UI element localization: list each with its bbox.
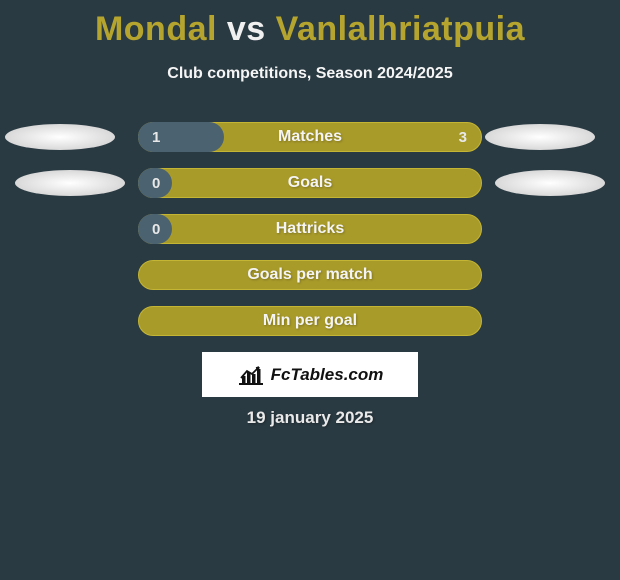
player1-bar: 0 xyxy=(138,214,172,244)
bar-wrap: Min per goal xyxy=(138,306,482,336)
player1-bar: 0 xyxy=(138,168,172,198)
bar-wrap: 31Matches xyxy=(138,122,482,152)
stat-row: Min per goal xyxy=(0,306,620,352)
comparison-title: Mondal vs Vanlalhriatpuia xyxy=(0,0,620,49)
stat-row: 0Goals xyxy=(0,168,620,214)
player1-avatar-placeholder xyxy=(15,170,125,196)
player2-bar xyxy=(138,214,482,244)
vs-text: vs xyxy=(227,10,266,48)
bar-wrap: 0Goals xyxy=(138,168,482,198)
player1-name: Mondal xyxy=(95,10,217,48)
stat-row: Goals per match xyxy=(0,260,620,306)
bar-wrap: Goals per match xyxy=(138,260,482,290)
logo-text: FcTables.com xyxy=(271,365,384,385)
date-text: 19 january 2025 xyxy=(0,408,620,428)
player2-bar xyxy=(138,260,482,290)
player2-bar xyxy=(138,306,482,336)
chart-icon xyxy=(237,364,265,386)
player1-avatar-placeholder xyxy=(5,124,115,150)
player2-avatar-placeholder xyxy=(495,170,605,196)
stats-container: 31Matches 0Goals 0Hattricks Goals per match… xyxy=(0,122,620,352)
subtitle: Club competitions, Season 2024/2025 xyxy=(0,65,620,83)
stat-row: 31Matches xyxy=(0,122,620,168)
stat-row: 0Hattricks xyxy=(0,214,620,260)
bar-wrap: 0Hattricks xyxy=(138,214,482,244)
player2-bar xyxy=(138,168,482,198)
player2-name: Vanlalhriatpuia xyxy=(276,10,525,48)
logo-box: FcTables.com xyxy=(202,352,418,397)
player1-bar: 1 xyxy=(138,122,224,152)
player2-avatar-placeholder xyxy=(485,124,595,150)
